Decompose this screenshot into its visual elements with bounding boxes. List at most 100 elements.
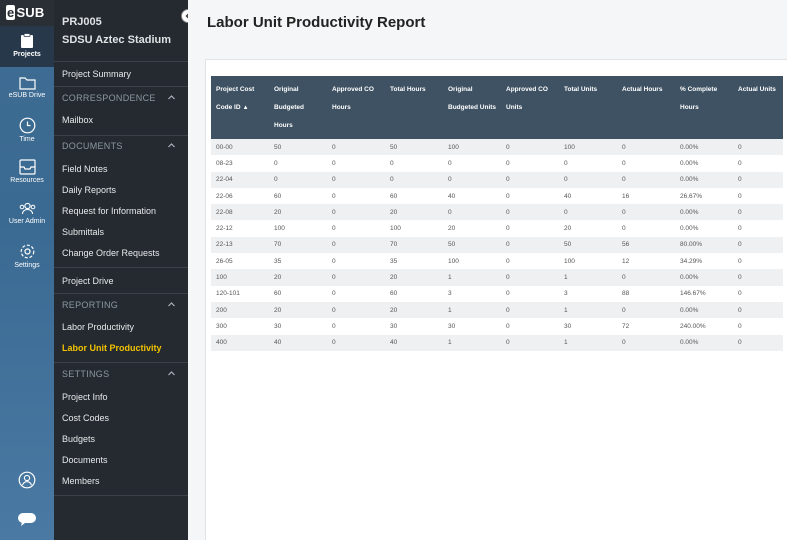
table-cell: 20	[385, 204, 443, 221]
rail-item-time[interactable]: Time	[0, 117, 54, 143]
table-cell: 0	[617, 204, 675, 221]
chevron-up-icon	[168, 371, 175, 376]
table-cell: 22-08	[211, 204, 269, 221]
table-cell: 26-05	[211, 253, 269, 270]
table-cell: 12	[617, 253, 675, 270]
project-header: PRJ005 SDSU Aztec Stadium	[54, 0, 188, 62]
column-header[interactable]: Approved CO Hours	[327, 76, 385, 139]
table-cell: 120-101	[211, 285, 269, 302]
table-cell: 0	[501, 171, 559, 188]
table-cell: 0	[733, 139, 783, 156]
table-cell: 0	[617, 301, 675, 319]
table-cell: 30	[269, 318, 327, 335]
nav-project-summary[interactable]: Project Summary	[62, 69, 132, 79]
rail-item-projects[interactable]: Projects	[0, 26, 54, 67]
column-header[interactable]: Actual Hours	[617, 76, 675, 139]
table-row: 08-23 0 0 0 0 0 0 0 0.00% 0	[211, 155, 783, 172]
table-cell: 22-04	[211, 171, 269, 188]
column-header[interactable]: % Complete Hours	[675, 76, 733, 139]
table-cell: 34.29%	[675, 253, 733, 270]
column-header[interactable]: Total Hours	[385, 76, 443, 139]
table-cell: 0	[443, 204, 501, 221]
profile-avatar[interactable]	[0, 471, 54, 491]
divider	[54, 135, 188, 136]
nav-project-info[interactable]: Project Info	[62, 392, 108, 402]
table-row: 100 20 0 20 1 0 1 0 0.00% 0	[211, 269, 783, 286]
table-cell: 1	[443, 334, 501, 351]
table-cell: 0	[327, 285, 385, 302]
table-cell: 0	[327, 318, 385, 335]
table-cell: 0	[269, 171, 327, 188]
table-cell: 0	[501, 334, 559, 351]
table-cell: 60	[269, 285, 327, 302]
table-cell: 0	[559, 155, 617, 172]
table-cell: 22-06	[211, 187, 269, 205]
nav-labor-productivity[interactable]: Labor Productivity	[62, 322, 135, 332]
table-cell: 100	[443, 253, 501, 270]
column-header[interactable]: Actual Units	[733, 76, 783, 139]
table-cell: 0	[327, 220, 385, 237]
table-cell: 0	[501, 204, 559, 221]
section-documents[interactable]: DOCUMENTS	[54, 141, 188, 151]
nav-field-notes[interactable]: Field Notes	[62, 164, 108, 174]
chevron-up-icon	[168, 143, 175, 148]
sort-ascending-icon[interactable]: ▲	[242, 105, 249, 111]
column-header[interactable]: Project Cost Code ID ▲	[211, 76, 269, 139]
section-correspondence[interactable]: CORRESPONDENCE	[54, 93, 188, 103]
table-cell: 0	[327, 204, 385, 221]
table-cell: 0	[733, 269, 783, 286]
nav-change-order-requests[interactable]: Change Order Requests	[62, 248, 160, 258]
table-cell: 16	[617, 187, 675, 205]
nav-rfi[interactable]: Request for Information	[62, 206, 157, 216]
table-cell: 0	[559, 171, 617, 188]
rail-item-user-admin[interactable]: User Admin	[0, 201, 54, 225]
rail-item-esub-drive[interactable]: eSUB Drive	[0, 75, 54, 99]
table-cell: 50	[443, 236, 501, 254]
table-row: 200 20 0 20 1 0 1 0 0.00% 0	[211, 301, 783, 319]
table-cell: 0	[617, 171, 675, 188]
nav-budgets[interactable]: Budgets	[62, 434, 96, 444]
nav-mailbox[interactable]: Mailbox	[62, 115, 94, 125]
table-cell: 0	[733, 253, 783, 270]
nav-project-drive[interactable]: Project Drive	[62, 276, 114, 286]
table-cell: 0.00%	[675, 334, 733, 351]
table-cell: 0	[501, 253, 559, 270]
table-cell: 56	[617, 236, 675, 254]
rail-item-resources[interactable]: Resources	[0, 159, 54, 184]
table-cell: 0.00%	[675, 269, 733, 286]
table-cell: 35	[385, 253, 443, 270]
table-cell: 0.00%	[675, 155, 733, 172]
nav-daily-reports[interactable]: Daily Reports	[62, 185, 117, 195]
nav-documents[interactable]: Documents	[62, 455, 108, 465]
esub-logo[interactable]: e SUB	[0, 0, 54, 26]
nav-labor-unit-productivity[interactable]: Labor Unit Productivity	[62, 343, 162, 353]
table-cell: 70	[385, 236, 443, 254]
nav-cost-codes[interactable]: Cost Codes	[62, 413, 110, 423]
nav-members[interactable]: Members	[62, 476, 100, 486]
app-rail: e SUB Projects eSUB Drive Time Resources …	[0, 0, 54, 540]
table-cell: 0.00%	[675, 171, 733, 188]
column-header[interactable]: Approved CO Units	[501, 76, 559, 139]
nav-submittals[interactable]: Submittals	[62, 227, 105, 237]
column-header[interactable]: Total Units	[559, 76, 617, 139]
chat-bubble-icon	[18, 513, 36, 526]
divider	[54, 293, 188, 294]
table-cell: 0	[501, 155, 559, 172]
divider	[54, 267, 188, 268]
column-header[interactable]: Original Budgeted Hours	[269, 76, 327, 139]
rail-item-settings[interactable]: Settings	[0, 243, 54, 269]
table-cell: 3	[443, 285, 501, 302]
table-cell: 1	[443, 301, 501, 319]
section-settings[interactable]: SETTINGS	[54, 369, 188, 379]
table-cell: 20	[269, 204, 327, 221]
table-cell: 08-23	[211, 155, 269, 172]
table-header-row: Project Cost Code ID ▲ Original Budgeted H…	[211, 76, 783, 139]
table-cell: 0	[617, 269, 675, 286]
table-cell: 0	[443, 155, 501, 172]
table-cell: 0	[617, 139, 675, 156]
section-reporting[interactable]: REPORTING	[54, 300, 188, 310]
chat-button[interactable]	[0, 512, 54, 529]
table-cell: 1	[443, 269, 501, 286]
table-row: 22-13 70 0 70 50 0 50 56 80.00% 0	[211, 236, 783, 254]
column-header[interactable]: Original Budgeted Units	[443, 76, 501, 139]
